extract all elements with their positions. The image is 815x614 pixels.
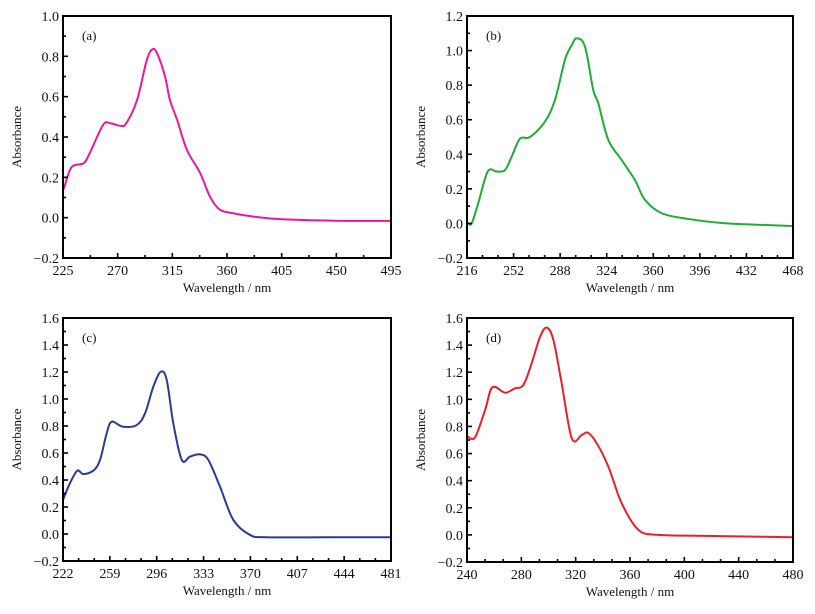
y-tick-label: 0.6 <box>446 448 464 463</box>
y-tick-label: 0.0 <box>42 528 60 543</box>
series-line-a <box>63 47 391 222</box>
plot-frame-c <box>62 317 392 562</box>
x-tick-label: 396 <box>689 264 710 279</box>
y-tick-label: 1.0 <box>446 393 464 408</box>
panel-d: 240 280 320 360 400 440 480 −0.2 0.0 0.2 0.4 0.6 0.8… <box>413 312 804 599</box>
panel-c: 222 259 296 333 370 407 444 481 −0.2 0.0 0.2 0.4 0.6… <box>9 312 402 598</box>
x-tick-label: 370 <box>240 567 261 582</box>
y-tick-label: 0.2 <box>42 171 60 186</box>
panel-a: 225 270 315 360 405 450 495 −0.2 0.0 0.2 0.4 0.6 0.8… <box>9 10 402 295</box>
x-tick-label: 407 <box>287 567 308 582</box>
plot-frame-b <box>466 15 794 259</box>
x-tick-label: 315 <box>162 264 183 279</box>
x-tick-label: 481 <box>381 567 402 582</box>
y-tick-label: 1.2 <box>446 366 464 381</box>
y-tick-label: 1.2 <box>446 10 464 25</box>
x-tick-label: 296 <box>146 567 167 582</box>
y-tick-label: 1.6 <box>446 312 464 327</box>
x-tick-label: 252 <box>503 264 524 279</box>
x-tick-label: 320 <box>565 568 586 583</box>
x-axis-title: Wavelength / nm <box>586 280 675 295</box>
panel-b: 216 252 288 324 360 396 432 468 −0.2 0.0 0.2 0.4 0.6… <box>413 10 804 295</box>
x-tick-label: 468 <box>783 264 804 279</box>
y-tick-label: 0.4 <box>446 475 464 490</box>
x-tick-label: 360 <box>620 568 641 583</box>
x-tick-label: 450 <box>326 264 347 279</box>
x-axis-title: Wavelength / nm <box>183 583 272 598</box>
y-axis-title: Absorbance <box>413 409 428 471</box>
y-axis-title: Absorbance <box>9 106 24 168</box>
x-tick-label: 280 <box>511 568 532 583</box>
ticks-b <box>466 15 794 259</box>
y-tick-label: 1.0 <box>42 393 60 408</box>
x-tick-label: 400 <box>674 568 695 583</box>
y-tick-label: 0.4 <box>446 148 464 163</box>
y-tick-label: 1.2 <box>42 366 60 381</box>
y-tick-label: 0.2 <box>446 502 464 517</box>
y-tick-label: 1.6 <box>42 312 60 327</box>
y-tick-label: 0.6 <box>42 447 60 462</box>
y-tick-label: 0.2 <box>42 501 60 516</box>
y-tick-label: 1.4 <box>446 339 464 354</box>
series-line-b <box>467 37 793 228</box>
plot-frame-d <box>466 317 794 563</box>
y-tick-label: −0.2 <box>438 556 463 571</box>
x-tick-label: 270 <box>107 264 128 279</box>
x-tick-label: 444 <box>334 567 355 582</box>
x-tick-label: 333 <box>193 567 214 582</box>
y-axis-title: Absorbance <box>9 408 24 470</box>
series-line-d <box>467 326 793 539</box>
y-tick-label: 0.6 <box>42 91 60 106</box>
y-tick-label: 0.2 <box>446 183 464 198</box>
series-line-c <box>63 370 391 539</box>
x-tick-label: 259 <box>99 567 120 582</box>
panel-label: (a) <box>82 28 96 43</box>
y-tick-label: 1.4 <box>42 339 60 354</box>
y-tick-label: −0.2 <box>34 555 59 570</box>
x-tick-label: 216 <box>457 264 478 279</box>
ticks-c <box>62 317 392 562</box>
y-tick-label: −0.2 <box>34 252 59 267</box>
y-tick-label: 0.6 <box>446 114 464 129</box>
y-tick-label: 0.4 <box>42 474 60 489</box>
y-tick-label: 0.8 <box>446 420 464 435</box>
y-tick-label: 0.0 <box>446 529 464 544</box>
x-tick-label: 360 <box>643 264 664 279</box>
y-tick-label: 0.8 <box>42 420 60 435</box>
panel-label: (d) <box>486 330 501 345</box>
x-tick-label: 432 <box>736 264 757 279</box>
panel-label: (c) <box>82 330 96 345</box>
x-tick-label: 288 <box>550 264 571 279</box>
y-tick-label: 1.0 <box>42 10 60 25</box>
panel-label: (b) <box>486 28 501 43</box>
y-tick-label: −0.2 <box>438 252 463 267</box>
x-tick-label: 405 <box>271 264 292 279</box>
x-tick-label: 440 <box>728 568 749 583</box>
y-tick-label: 0.8 <box>42 50 60 65</box>
x-tick-label: 495 <box>381 264 402 279</box>
x-tick-label: 222 <box>53 567 74 582</box>
y-tick-label: 0.4 <box>42 131 60 146</box>
ticks-d <box>466 317 794 563</box>
x-tick-label: 240 <box>457 568 478 583</box>
y-tick-label: 0.0 <box>42 212 60 227</box>
x-tick-label: 225 <box>53 264 74 279</box>
x-tick-label: 360 <box>217 264 238 279</box>
y-tick-label: 1.0 <box>446 45 464 60</box>
y-axis-title: Absorbance <box>413 106 428 168</box>
x-axis-title: Wavelength / nm <box>183 280 272 295</box>
y-tick-label: 0.0 <box>446 217 464 232</box>
x-tick-label: 324 <box>596 264 617 279</box>
x-tick-label: 480 <box>783 568 804 583</box>
y-tick-label: 0.8 <box>446 79 464 94</box>
plot-frame-a <box>62 15 392 259</box>
x-axis-title: Wavelength / nm <box>586 584 675 599</box>
